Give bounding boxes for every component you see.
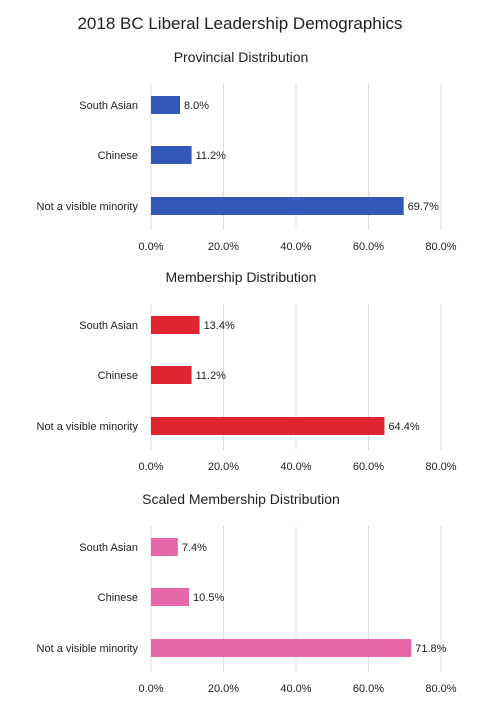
category-label: Chinese xyxy=(98,370,138,382)
x-tick-label: 20.0% xyxy=(208,241,239,253)
x-tick-label: 0.0% xyxy=(138,461,163,473)
x-tick-label: 40.0% xyxy=(280,241,311,253)
x-tick-label: 20.0% xyxy=(208,461,239,473)
category-label: South Asian xyxy=(79,100,138,112)
category-label: Not a visible minority xyxy=(37,421,139,433)
data-label: 13.4% xyxy=(204,320,235,332)
bar xyxy=(151,588,190,606)
bar xyxy=(151,316,200,334)
chart-panel-2: Membership Distribution 0.0% 20.0% 40.0% 60.… xyxy=(37,269,457,473)
chart-panel-1: Provincial Distribution 0.0% 20.0% 40.0% 60.… xyxy=(37,49,457,253)
data-label: 71.8% xyxy=(415,643,446,655)
figure-title: 2018 BC Liberal Leadership Demographics xyxy=(77,14,402,33)
data-label: 11.2% xyxy=(196,370,227,382)
x-tick-label: 60.0% xyxy=(353,461,384,473)
bar xyxy=(151,146,192,164)
category-label: South Asian xyxy=(79,320,138,332)
x-tick-label: 80.0% xyxy=(425,241,456,253)
bar xyxy=(151,96,180,114)
bar xyxy=(151,417,385,435)
bar xyxy=(151,197,404,215)
x-tick-label: 80.0% xyxy=(425,461,456,473)
x-tick-label: 40.0% xyxy=(280,461,311,473)
x-tick-label: 0.0% xyxy=(138,683,163,695)
x-tick-label: 40.0% xyxy=(280,683,311,695)
data-label: 64.4% xyxy=(388,421,419,433)
category-label: South Asian xyxy=(79,542,138,554)
category-label: Chinese xyxy=(98,592,138,604)
panel-title: Provincial Distribution xyxy=(174,49,309,65)
chart-panel-3: Scaled Membership Distribution 0.0% 20.0% 4… xyxy=(37,491,457,695)
category-label: Not a visible minority xyxy=(37,643,139,655)
data-label: 7.4% xyxy=(182,542,207,554)
category-label: Chinese xyxy=(98,150,138,162)
x-tick-label: 60.0% xyxy=(353,683,384,695)
panel-title: Membership Distribution xyxy=(166,269,317,285)
data-label: 8.0% xyxy=(184,100,209,112)
data-label: 69.7% xyxy=(408,201,439,213)
x-tick-label: 80.0% xyxy=(425,683,456,695)
x-tick-label: 20.0% xyxy=(208,683,239,695)
data-label: 11.2% xyxy=(196,150,227,162)
panel-title: Scaled Membership Distribution xyxy=(142,491,340,507)
x-tick-label: 0.0% xyxy=(138,241,163,253)
bar xyxy=(151,366,192,384)
x-tick-label: 60.0% xyxy=(353,241,384,253)
bar xyxy=(151,639,412,657)
data-label: 10.5% xyxy=(193,592,224,604)
category-label: Not a visible minority xyxy=(37,201,139,213)
bar xyxy=(151,538,178,556)
